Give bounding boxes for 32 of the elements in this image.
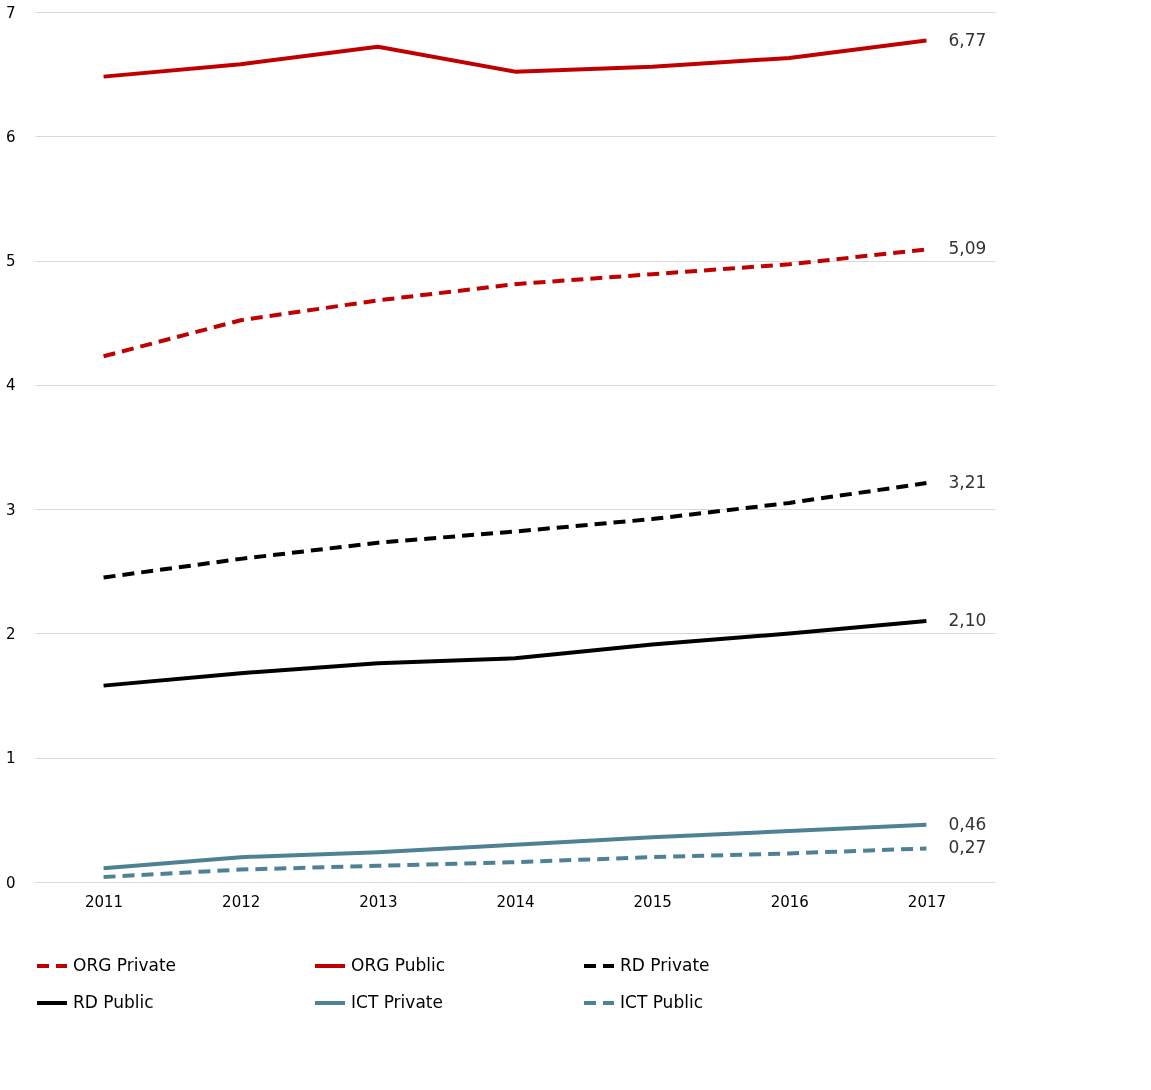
legend-label: RD Public (73, 992, 154, 1012)
legend-label: ICT Public (620, 992, 703, 1012)
y-tick-label: 0 (5, 873, 16, 892)
x-tick-label: 2016 (770, 892, 809, 911)
y-tick-label: 3 (5, 500, 16, 519)
legend-label: ICT Private (351, 992, 443, 1012)
line-series (101, 481, 929, 580)
data-label: 6,77 (948, 29, 987, 50)
data-label: 0,27 (948, 837, 987, 858)
legend-label: RD Private (620, 955, 710, 975)
x-tick-label: 2017 (907, 892, 947, 911)
x-tick-label: 2012 (222, 892, 261, 911)
data-label: 5,09 (948, 238, 987, 259)
data-label: 3,21 (948, 472, 987, 493)
line-series (101, 846, 929, 880)
data-label: 2,10 (948, 610, 987, 630)
line-series (101, 822, 929, 871)
data-label: 0,46 (948, 813, 987, 834)
x-tick-label: 2015 (633, 892, 672, 911)
y-tick-label: 5 (5, 252, 16, 271)
x-tick-label: 2014 (496, 892, 535, 911)
y-tick-label: 4 (5, 376, 16, 395)
line-series (101, 619, 929, 688)
x-tick-label: 2011 (84, 892, 124, 911)
y-tick-label: 1 (5, 749, 16, 768)
legend-label: ORG Private (73, 955, 177, 975)
line-series (101, 38, 929, 79)
y-tick-label: 6 (5, 127, 16, 146)
y-tick-label: 2 (5, 624, 16, 643)
legend-label: ORG Public (351, 955, 446, 975)
x-tick-label: 2013 (359, 892, 398, 911)
y-tick-label: 7 (5, 3, 16, 22)
